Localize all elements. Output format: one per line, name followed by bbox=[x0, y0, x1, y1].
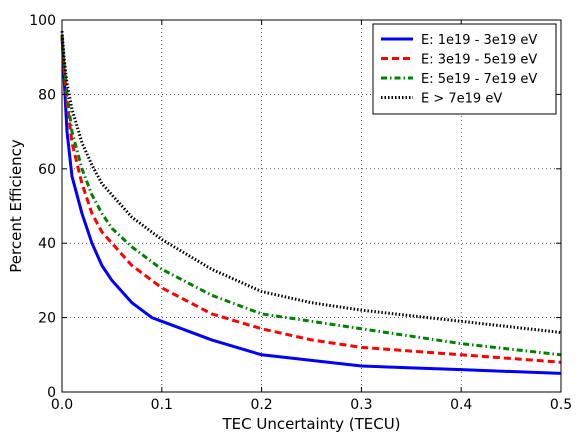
x-tick-label: 0.1 bbox=[151, 397, 173, 413]
legend-label-1: E: 1e19 - 3e19 eV bbox=[421, 33, 537, 48]
series-line-3 bbox=[60, 34, 562, 357]
legend-label-3: E: 5e19 - 7e19 eV bbox=[421, 72, 537, 87]
legend: E: 1e19 - 3e19 eV E: 3e19 - 5e19 eV E: 5e1… bbox=[372, 23, 557, 115]
y-tick-label: 60 bbox=[38, 162, 56, 178]
x-axis-label: TEC Uncertainty (TECU) bbox=[221, 415, 400, 433]
x-tick-label: 0.5 bbox=[550, 397, 572, 413]
plot-frame bbox=[61, 19, 562, 393]
y-tick-label: 0 bbox=[47, 385, 56, 401]
x-tick-label: 0.3 bbox=[350, 397, 372, 413]
legend-label-4: E > 7e19 eV bbox=[421, 92, 502, 107]
series-line-4 bbox=[60, 31, 562, 334]
series-line-2 bbox=[60, 34, 562, 364]
series-line-1 bbox=[60, 34, 562, 375]
y-axis-label: Percent Efficiency bbox=[7, 139, 25, 273]
y-tick-label: 20 bbox=[38, 311, 56, 327]
axis-ticks: 0.0 0.1 0.2 0.3 0.4 0.5 0 20 40 60 80 100 bbox=[29, 13, 572, 413]
series-lines bbox=[60, 31, 562, 375]
x-tick-label: 0.4 bbox=[450, 397, 472, 413]
y-tick-label: 80 bbox=[38, 87, 56, 103]
legend-label-2: E: 3e19 - 5e19 eV bbox=[421, 53, 537, 68]
x-tick-label: 0.0 bbox=[51, 397, 73, 413]
y-tick-label: 40 bbox=[38, 236, 56, 252]
x-tick-label: 0.2 bbox=[250, 397, 272, 413]
y-tick-label: 100 bbox=[29, 13, 56, 29]
